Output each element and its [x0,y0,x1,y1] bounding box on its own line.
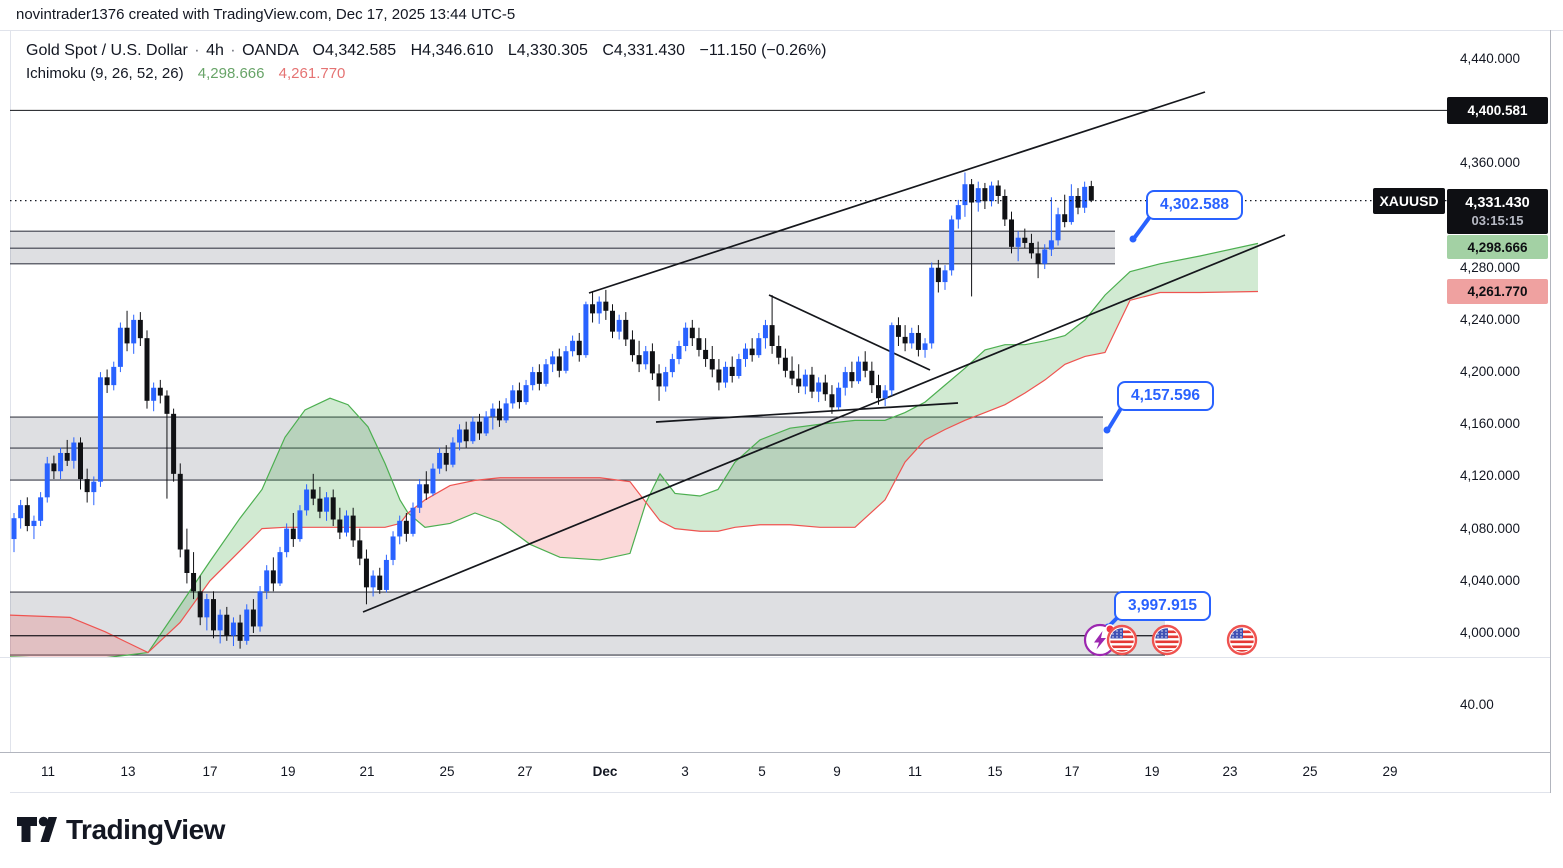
candles [11,172,1094,649]
current-price-badge: 4,331.430 03:15:15 [1447,188,1548,234]
time-tick-label: 13 [120,764,136,779]
time-tick-label: 29 [1382,764,1398,779]
price-pane[interactable] [0,91,1447,659]
price-callout-3997[interactable]: 3,997.915 [1114,591,1211,621]
time-tick-label: 21 [359,764,375,779]
pane-separator[interactable] [0,657,1550,658]
price-axis-border [1550,30,1551,793]
senkou-b-line [10,290,1259,654]
attribution-text: novintrader1376 created with TradingView… [16,6,516,23]
time-tick-label: 9 [833,764,841,779]
trendline-3[interactable] [655,402,959,423]
time-axis-border [0,752,1550,753]
time-tick-label: 17 [202,764,218,779]
senkou-b-badge: 4,261.770 [1447,279,1548,304]
time-tick-label: 25 [439,764,455,779]
tradingview-logo-text: TradingView [66,814,225,845]
time-tick-label: 19 [280,764,296,779]
exchange-label: OANDA [242,42,299,59]
trendline-2[interactable] [768,294,931,371]
indicator-name: Ichimoku (9, 26, 52, 26) [26,65,184,82]
ichimoku-cloud [10,242,1259,657]
time-axis-bottom-border [10,792,1550,793]
time-tick-label: 3 [681,764,689,779]
price-tick-label: 4,240.000 [1460,311,1521,327]
chart-legend: Gold Spot / U.S. Dollar · 4h · OANDA O4,… [26,42,826,82]
low-value: L4,330.305 [507,42,588,59]
indicator-legend-row[interactable]: Ichimoku (9, 26, 52, 26) 4,298.666 4,261… [26,65,826,82]
trendline-1[interactable] [362,234,1286,613]
time-tick-label: 11 [907,764,923,779]
zone-0[interactable] [10,230,1115,265]
bar-countdown: 03:15:15 [1471,213,1524,229]
price-tick-label: 4,360.000 [1460,155,1521,171]
price-axis[interactable]: 4,440.000 4,360.000 4,280.000 4,240.000 4,20… [1447,30,1563,793]
open-value: O4,342.585 [312,42,397,59]
us-flag-icon[interactable] [1106,624,1138,656]
time-tick-label: Dec [592,764,618,779]
price-callout-4302[interactable]: 4,302.588 [1146,190,1243,220]
price-tick-label: 4,120.000 [1460,468,1521,484]
time-tick-label: 23 [1222,764,1238,779]
pane-left-border [10,30,11,752]
level-price-badge: 4,400.581 [1447,96,1548,124]
price-tick-label: 4,040.000 [1460,572,1521,588]
zone-2[interactable] [10,591,1165,656]
price-tick-label: 4,080.000 [1460,520,1521,536]
time-tick-label: 15 [987,764,1003,779]
change-value: −11.150 (−0.26%) [699,42,827,59]
time-tick-label: 5 [758,764,766,779]
senkou-a-line [10,242,1259,657]
header-divider [0,30,1563,31]
time-tick-label: 27 [517,764,533,779]
callout-anchor-dot [1129,235,1137,243]
price-tick-label: 4,200.000 [1460,364,1521,380]
symbol-price-tag: XAUUSD [1373,187,1445,214]
us-flag-icon[interactable] [1226,624,1258,656]
senkou-a-value: 4,298.666 [197,65,265,82]
high-value: H4,346.610 [410,42,494,59]
lower-pane-value-label: 40.00 [1460,697,1494,712]
price-tick-label: 4,280.000 [1460,259,1521,275]
timeframe-label[interactable]: 4h [206,42,224,59]
time-axis[interactable]: 11 13 17 19 21 25 27 Dec 3 5 9 11 15 17 19 23 25 29 [10,752,1550,793]
time-tick-label: 17 [1064,764,1080,779]
time-tick-label: 11 [40,764,56,779]
symbol-title: Gold Spot / U.S. Dollar [26,42,188,59]
price-tick-label: 4,000.000 [1460,625,1521,640]
time-tick-label: 25 [1302,764,1318,779]
zone-1[interactable] [10,416,1103,481]
us-flag-icon[interactable] [1151,624,1183,656]
trendline-0[interactable] [588,91,1206,294]
senkou-b-value: 4,261.770 [278,65,346,82]
tradingview-logo[interactable]: TradingView [16,814,225,846]
symbol-legend-row[interactable]: Gold Spot / U.S. Dollar · 4h · OANDA O4,… [26,42,827,59]
close-value: C4,331.430 [602,42,686,59]
senkou-a-badge: 4,298.666 [1447,235,1548,260]
callout-anchor-dot [1103,426,1111,434]
price-tick-label: 4,440.000 [1460,51,1521,66]
time-tick-label: 19 [1144,764,1160,779]
price-tick-label: 4,160.000 [1460,416,1521,432]
current-price-value: 4,331.430 [1465,195,1530,212]
tradingview-logo-icon [17,816,57,842]
price-callout-4157[interactable]: 4,157.596 [1117,381,1214,411]
